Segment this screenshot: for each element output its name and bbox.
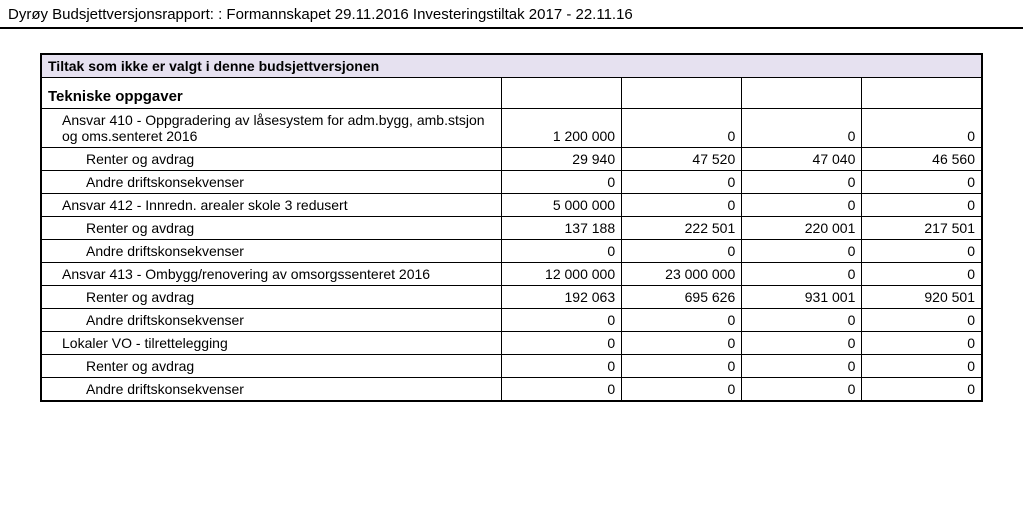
row-value: 0 [742, 171, 862, 194]
table-row: Ansvar 410 - Oppgradering av låsesystem … [41, 109, 982, 148]
row-value: 0 [622, 171, 742, 194]
row-value: 0 [501, 378, 621, 402]
row-value: 46 560 [862, 148, 982, 171]
empty-cell [862, 78, 982, 109]
table-row: Renter og avdrag0000 [41, 355, 982, 378]
row-value: 0 [742, 309, 862, 332]
row-value: 29 940 [501, 148, 621, 171]
table-row: Renter og avdrag192 063695 626931 001920… [41, 286, 982, 309]
row-label: Renter og avdrag [41, 355, 501, 378]
section-heading-row: Tekniske oppgaver [41, 78, 982, 109]
row-value: 0 [742, 109, 862, 148]
row-value: 931 001 [742, 286, 862, 309]
row-value: 920 501 [862, 286, 982, 309]
row-value: 0 [622, 194, 742, 217]
row-value: 0 [622, 378, 742, 402]
row-value: 0 [622, 309, 742, 332]
row-label: Renter og avdrag [41, 217, 501, 240]
table-row: Renter og avdrag137 188222 501220 001217… [41, 217, 982, 240]
row-value: 0 [862, 240, 982, 263]
row-value: 5 000 000 [501, 194, 621, 217]
row-label: Andre driftskonsekvenser [41, 309, 501, 332]
table-row: Andre driftskonsekvenser0000 [41, 171, 982, 194]
row-value: 0 [501, 309, 621, 332]
table-header-band: Tiltak som ikke er valgt i denne budsjet… [41, 54, 982, 78]
table-row: Andre driftskonsekvenser0000 [41, 378, 982, 402]
row-value: 0 [742, 240, 862, 263]
table-row: Andre driftskonsekvenser0000 [41, 240, 982, 263]
row-value: 0 [501, 332, 621, 355]
row-value: 0 [862, 171, 982, 194]
empty-cell [622, 78, 742, 109]
row-value: 0 [862, 332, 982, 355]
row-label: Andre driftskonsekvenser [41, 240, 501, 263]
row-value: 23 000 000 [622, 263, 742, 286]
row-value: 0 [862, 263, 982, 286]
table-row: Andre driftskonsekvenser0000 [41, 309, 982, 332]
row-value: 217 501 [862, 217, 982, 240]
row-value: 12 000 000 [501, 263, 621, 286]
report-title: Dyrøy Budsjettversjonsrapport: : Formann… [0, 0, 1023, 29]
row-value: 137 188 [501, 217, 621, 240]
empty-cell [501, 78, 621, 109]
row-value: 0 [862, 378, 982, 402]
row-value: 1 200 000 [501, 109, 621, 148]
row-value: 695 626 [622, 286, 742, 309]
row-value: 222 501 [622, 217, 742, 240]
empty-cell [742, 78, 862, 109]
table-container: Tiltak som ikke er valgt i denne budsjet… [0, 29, 1023, 412]
row-value: 0 [742, 194, 862, 217]
table-row: Lokaler VO - tilrettelegging0000 [41, 332, 982, 355]
row-value: 47 040 [742, 148, 862, 171]
row-label: Ansvar 412 - Innredn. arealer skole 3 re… [41, 194, 501, 217]
row-label: Andre driftskonsekvenser [41, 171, 501, 194]
table-row: Ansvar 412 - Innredn. arealer skole 3 re… [41, 194, 982, 217]
row-label: Renter og avdrag [41, 148, 501, 171]
row-label: Lokaler VO - tilrettelegging [41, 332, 501, 355]
budget-table-body: Tiltak som ikke er valgt i denne budsjet… [41, 54, 982, 401]
row-value: 0 [742, 355, 862, 378]
row-value: 0 [622, 332, 742, 355]
row-value: 0 [742, 263, 862, 286]
header-band-cell: Tiltak som ikke er valgt i denne budsjet… [41, 54, 982, 78]
row-value: 0 [501, 355, 621, 378]
row-value: 47 520 [622, 148, 742, 171]
section-heading: Tekniske oppgaver [41, 78, 501, 109]
row-value: 0 [622, 240, 742, 263]
row-value: 0 [501, 240, 621, 263]
row-value: 0 [862, 109, 982, 148]
row-label: Renter og avdrag [41, 286, 501, 309]
row-value: 0 [862, 194, 982, 217]
row-value: 0 [742, 332, 862, 355]
row-value: 0 [742, 378, 862, 402]
row-value: 0 [862, 309, 982, 332]
row-value: 0 [501, 171, 621, 194]
row-value: 192 063 [501, 286, 621, 309]
row-label: Ansvar 413 - Ombygg/renovering av omsorg… [41, 263, 501, 286]
row-label: Andre driftskonsekvenser [41, 378, 501, 402]
table-row: Renter og avdrag29 94047 52047 04046 560 [41, 148, 982, 171]
row-value: 0 [622, 109, 742, 148]
row-value: 0 [622, 355, 742, 378]
row-value: 0 [862, 355, 982, 378]
row-value: 220 001 [742, 217, 862, 240]
budget-table: Tiltak som ikke er valgt i denne budsjet… [40, 53, 983, 402]
table-row: Ansvar 413 - Ombygg/renovering av omsorg… [41, 263, 982, 286]
row-label: Ansvar 410 - Oppgradering av låsesystem … [41, 109, 501, 148]
